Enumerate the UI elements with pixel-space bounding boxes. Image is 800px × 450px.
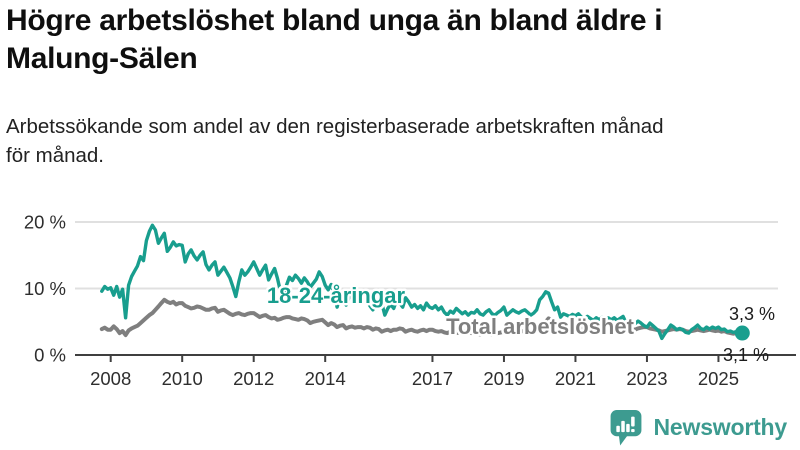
x-axis-label: 2010 (162, 368, 203, 389)
series-label-total: Total arbetslöshet (446, 314, 635, 339)
series-line-18-24 (100, 223, 744, 341)
y-axis-label: 0 % (34, 345, 66, 366)
chart-subtitle: Arbetssökande som andel av den registerb… (6, 115, 664, 167)
newsworthy-wordmark: Newsworthy (653, 414, 788, 440)
x-axis-label: 2014 (305, 368, 346, 389)
series-line-total (99, 297, 745, 338)
x-axis-label: 2012 (233, 368, 274, 389)
series-end-dot (734, 325, 750, 341)
x-axis-label: 2023 (626, 368, 667, 389)
x-axis-label: 2021 (555, 368, 596, 389)
x-axis-label: 2017 (412, 368, 453, 389)
newsworthy-logo: Newsworthy (607, 409, 787, 446)
unemployment-line-chart: 0 % 10 % 20 % 2008 2010 2012 2014 2017 2019 2021 2… (24, 212, 796, 389)
y-axis-label: 20 % (24, 212, 66, 233)
chart-headline: Högre arbetslöshet bland unga än bland ä… (6, 4, 663, 75)
series-label-18-24: 18-24-åringar (267, 283, 406, 308)
x-axis-label: 2019 (483, 368, 524, 389)
end-value-label-18-24: 3,3 % (729, 304, 775, 324)
y-axis-label: 10 % (24, 278, 66, 299)
newsworthy-logo-icon (610, 410, 641, 446)
x-axis-label: 2025 (698, 368, 739, 389)
x-axis-label: 2008 (90, 368, 131, 389)
end-value-label-total: 3,1 % (723, 345, 769, 365)
